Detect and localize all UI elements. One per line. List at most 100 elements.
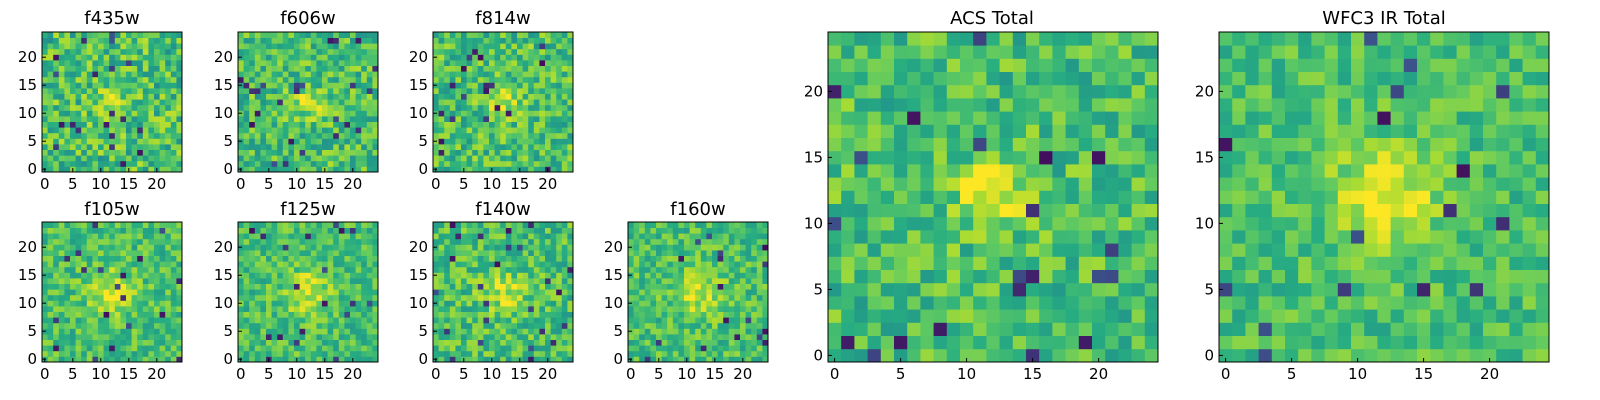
heatmap-cell [466, 116, 473, 122]
heatmap-cell [438, 93, 445, 100]
heatmap-cell [511, 300, 518, 307]
heatmap-cell [684, 272, 690, 279]
heatmap-cell [366, 250, 373, 256]
heatmap-cell [539, 88, 546, 94]
heatmap-cell [355, 138, 362, 145]
heatmap-cell [142, 144, 149, 150]
heatmap-cell [299, 250, 306, 256]
heatmap-cell [999, 216, 1014, 231]
panel-title: ACS Total [950, 8, 1034, 29]
heatmap-cell [449, 65, 456, 72]
heatmap-cell [960, 203, 974, 218]
heatmap-cell [545, 65, 551, 72]
heatmap-cell [137, 132, 144, 139]
heatmap-cell [299, 350, 306, 357]
heatmap-cell [86, 294, 93, 301]
heatmap-cell [500, 48, 507, 55]
heatmap-cell [986, 150, 1000, 165]
heatmap-cell [854, 124, 868, 138]
heatmap-cell [322, 76, 328, 83]
heatmap-cell [277, 43, 284, 50]
heatmap-cell [277, 65, 284, 72]
heatmap-cell [528, 222, 535, 228]
heatmap-cell [81, 60, 88, 66]
heatmap-cell [333, 233, 340, 240]
heatmap-cell [137, 306, 144, 312]
heatmap-cell [556, 300, 563, 307]
heatmap-cell [86, 238, 93, 245]
heatmap-cell [528, 110, 535, 117]
heatmap-cell [159, 132, 166, 139]
heatmap-cell [176, 255, 183, 262]
heatmap-cell [667, 350, 674, 357]
heatmap-cell [299, 93, 306, 100]
heatmap-cell [249, 356, 256, 363]
heatmap-cell [260, 311, 267, 318]
heatmap-cell [42, 345, 48, 352]
heatmap-cell [489, 222, 495, 228]
heatmap-cell [126, 322, 132, 329]
heatmap-cell [867, 177, 882, 191]
heatmap-cell [142, 160, 149, 167]
heatmap-cell [517, 222, 523, 228]
heatmap-cell [64, 43, 71, 50]
heatmap-cell [449, 71, 456, 78]
heatmap-cell [338, 328, 345, 335]
heatmap-cell [266, 82, 272, 89]
heatmap-cell [344, 104, 351, 111]
heatmap-cell [70, 37, 76, 44]
heatmap-cell [372, 227, 379, 234]
heatmap-cell [277, 244, 284, 251]
heatmap-cell [142, 261, 149, 268]
heatmap-cell [494, 294, 501, 301]
heatmap-cell [505, 155, 512, 162]
heatmap-cell [854, 177, 868, 191]
heatmap-cell [271, 65, 278, 72]
heatmap-cell [661, 238, 668, 245]
heatmap-cell [277, 99, 284, 106]
heatmap-cell [461, 300, 467, 307]
heatmap-cell [650, 283, 657, 290]
heatmap-cell [1065, 203, 1080, 218]
heatmap-cell [466, 127, 473, 134]
heatmap-cell [438, 99, 445, 106]
heatmap-cell [539, 166, 546, 173]
heatmap-cell [567, 82, 574, 89]
heatmap-cell [728, 334, 735, 340]
heatmap-cell [243, 71, 250, 78]
heatmap-cell [489, 48, 495, 55]
heatmap-cell [466, 60, 473, 66]
heatmap-cell [142, 356, 149, 363]
heatmap-cell [165, 266, 172, 273]
heatmap-cell [505, 272, 512, 279]
heatmap-cell [500, 166, 507, 173]
heatmap-cell [539, 250, 546, 256]
heatmap-cell [477, 306, 484, 312]
heatmap-cell [170, 322, 177, 329]
heatmap-cell [64, 272, 71, 279]
heatmap-cell [288, 144, 295, 150]
heatmap-cell [159, 32, 166, 38]
heatmap-cell [1092, 296, 1106, 310]
heatmap-cell [494, 322, 501, 329]
heatmap-cell [98, 32, 104, 38]
heatmap-cell [756, 283, 763, 290]
heatmap-cell [455, 222, 462, 228]
heatmap-cell [42, 350, 48, 357]
heatmap-cell [70, 32, 76, 38]
heatmap-cell [477, 294, 484, 301]
heatmap-cell [533, 244, 540, 251]
x-tick-label: 20 [343, 365, 362, 383]
heatmap-cell [322, 272, 328, 279]
heatmap-cell [489, 339, 495, 346]
heatmap-cell [327, 334, 334, 340]
heatmap-cell [533, 306, 540, 312]
heatmap-cell [176, 127, 183, 134]
heatmap-cell [841, 269, 855, 284]
heatmap-cell [973, 230, 987, 244]
heatmap-cell [841, 335, 855, 350]
heatmap-cell [64, 339, 71, 346]
heatmap-cell [86, 334, 93, 340]
heatmap-cell [539, 339, 546, 346]
heatmap-cell [170, 222, 177, 228]
